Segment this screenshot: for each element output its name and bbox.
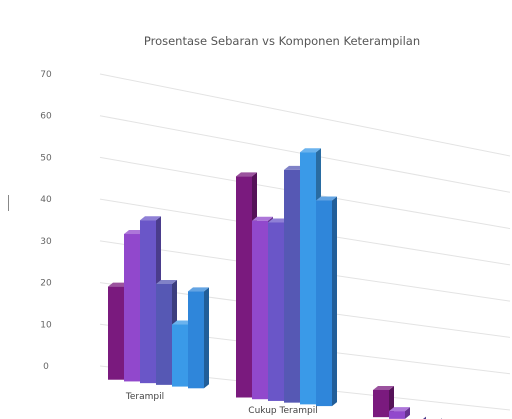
bar-side — [422, 416, 426, 419]
category-label: Cukup Terampil — [248, 406, 317, 416]
bar-front — [300, 152, 316, 405]
bar-top — [300, 148, 321, 153]
y-tick-label: 60 — [40, 112, 52, 122]
bar-front — [140, 220, 156, 384]
bar-top — [268, 218, 289, 223]
bar-front — [108, 286, 124, 380]
bar-top — [389, 407, 410, 412]
bars — [108, 148, 442, 419]
bar — [316, 196, 337, 407]
y-tick-label: 20 — [40, 279, 52, 289]
category-label: Terampil — [125, 392, 164, 402]
bar-front — [124, 234, 140, 382]
y-tick-label: 10 — [40, 320, 52, 330]
y-tick-label: 40 — [40, 195, 52, 205]
chart-title: Prosentase Sebaran vs Komponen Keterampi… — [144, 34, 420, 48]
bar-side — [332, 196, 337, 407]
bar-front — [156, 284, 172, 385]
bar-side — [204, 287, 209, 389]
bar-front — [389, 411, 405, 419]
bar-top — [188, 287, 209, 292]
bar — [188, 287, 209, 389]
y-tick-label: 30 — [40, 237, 52, 247]
bar-front — [316, 200, 332, 407]
bar-front — [188, 291, 204, 389]
bar-top — [316, 196, 337, 201]
bar-front — [373, 390, 389, 418]
left-edge-mark — [8, 195, 9, 211]
bar-front — [172, 324, 188, 387]
bar-front — [284, 169, 300, 403]
bar-top — [373, 386, 394, 391]
y-axis-ticks: 0 10 20 30 40 50 60 70 — [40, 70, 52, 372]
bar-top — [252, 216, 273, 221]
y-tick-label: 50 — [40, 153, 52, 163]
bar-front — [252, 220, 268, 400]
bar-top — [108, 282, 129, 287]
bar-top — [156, 280, 177, 285]
bar-front — [236, 176, 252, 398]
bar — [422, 416, 426, 419]
bar-top — [172, 320, 193, 325]
bar-side — [405, 407, 410, 419]
y-tick-label: 0 — [43, 362, 49, 372]
y-tick-label: 70 — [40, 70, 52, 80]
bar-top — [284, 165, 305, 170]
bar-front — [268, 222, 284, 401]
bar-top — [140, 216, 161, 221]
category-labels: Terampil Cukup Terampil — [125, 392, 318, 416]
gridline — [99, 73, 511, 157]
bar-top — [236, 172, 257, 177]
bar-top — [124, 230, 145, 235]
bar — [389, 407, 410, 419]
